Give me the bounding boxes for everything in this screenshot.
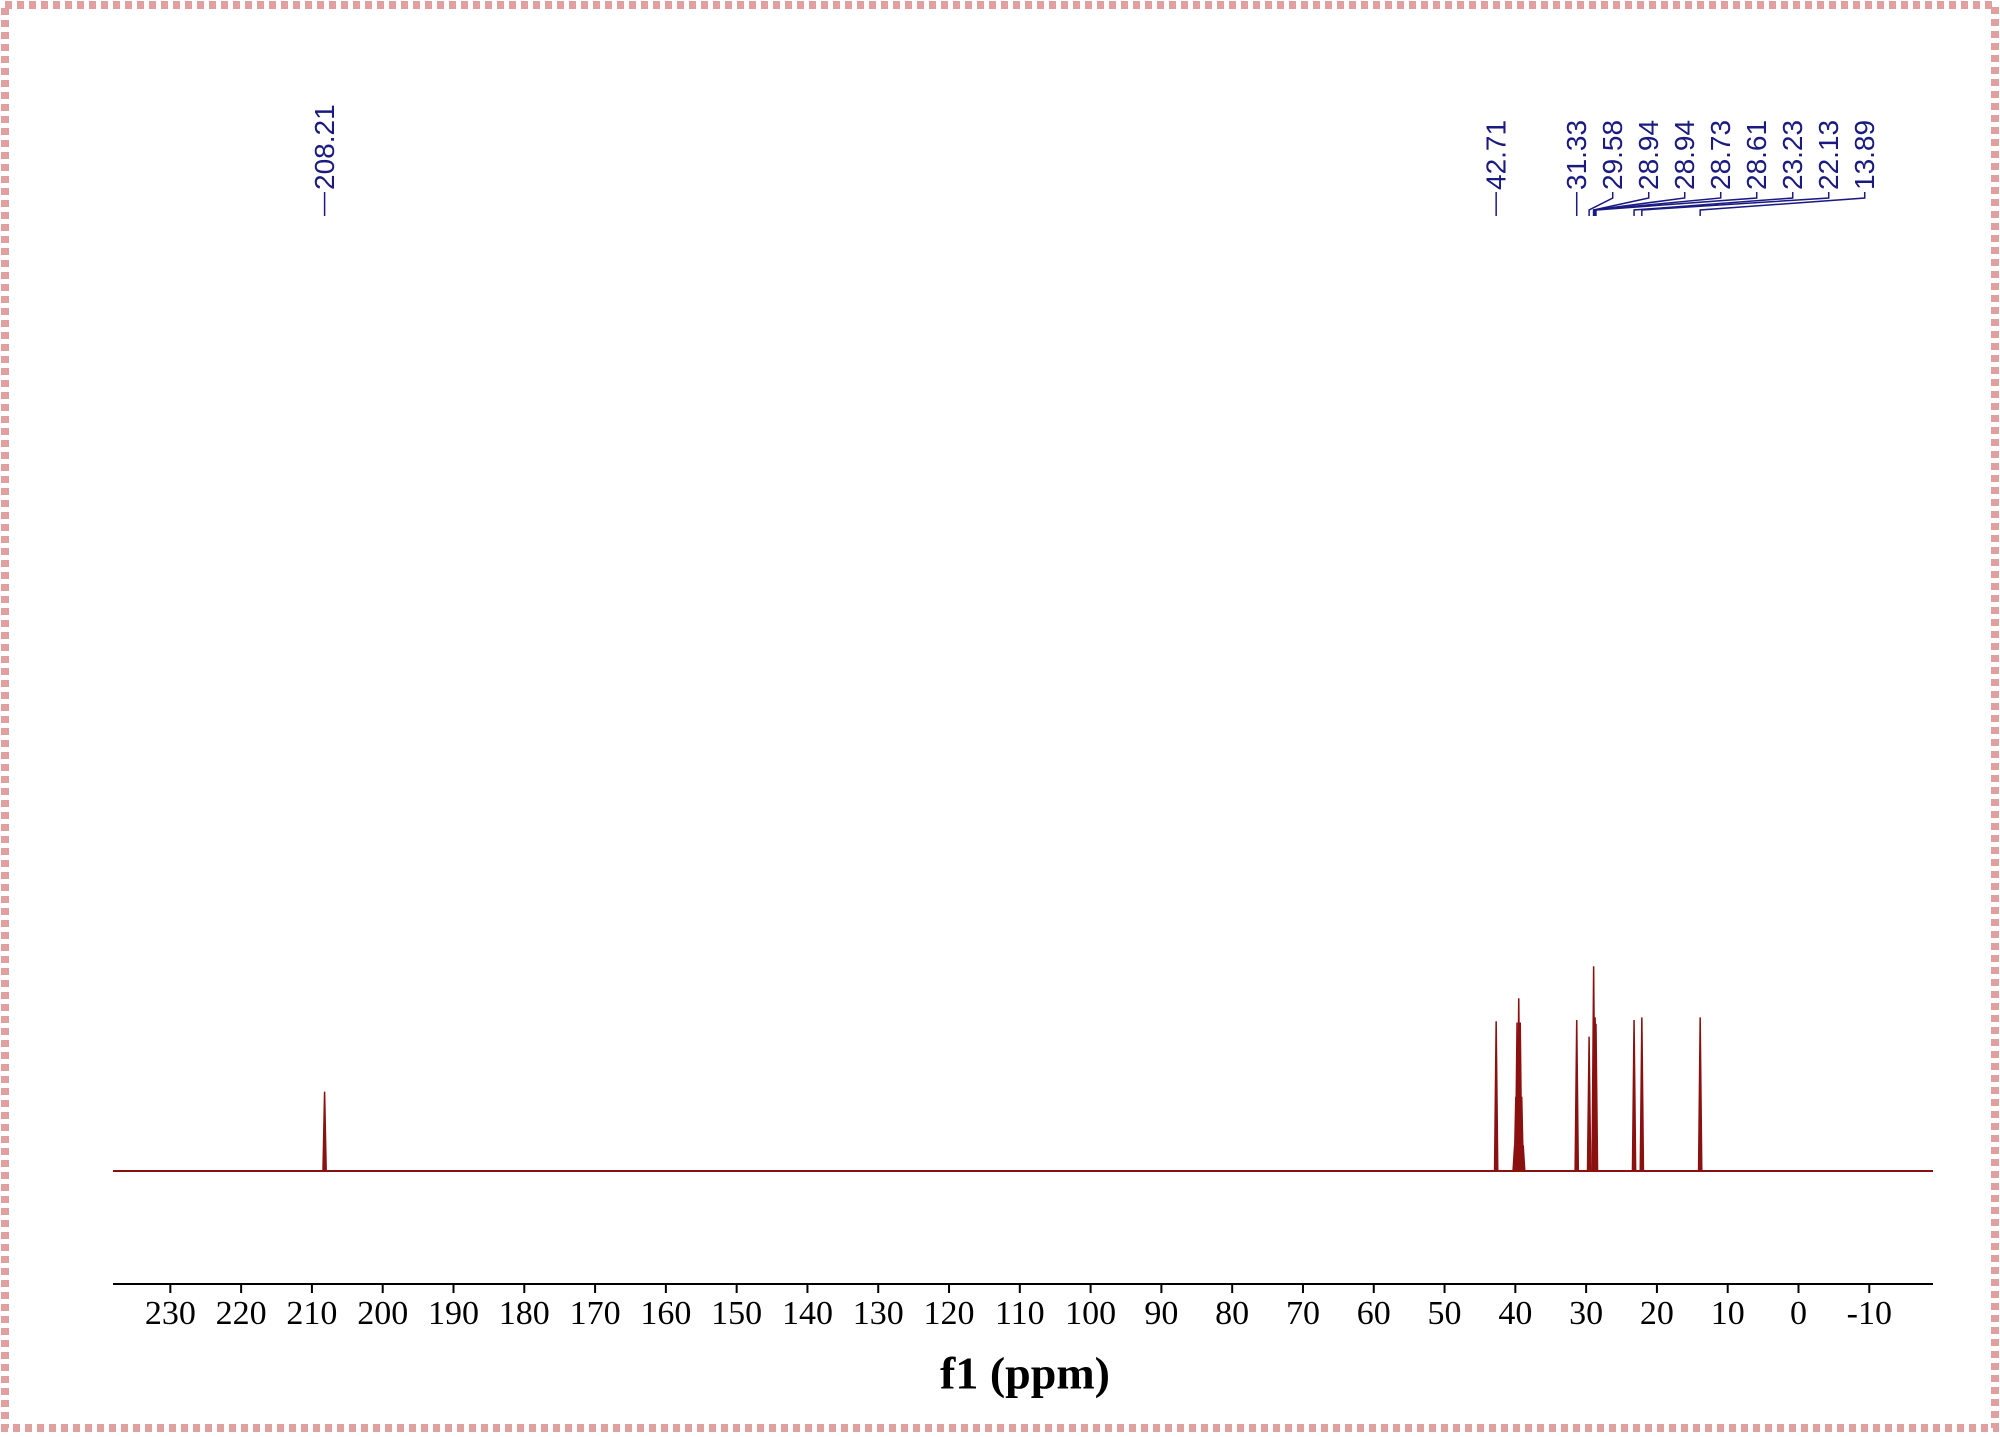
peak-label-connector — [1633, 192, 1794, 216]
x-tick-label: 90 — [1144, 1295, 1178, 1332]
x-tick-label: 110 — [995, 1295, 1045, 1332]
peak — [1493, 1021, 1499, 1172]
peak-label: 28.94 — [1633, 120, 1664, 190]
x-tick-label: 10 — [1711, 1295, 1745, 1332]
peak-label-connector — [1594, 192, 1722, 216]
peak-label: 28.73 — [1705, 120, 1736, 190]
peak-label: 208.21 — [309, 104, 340, 190]
peak — [1586, 1036, 1592, 1172]
x-tick-label: 70 — [1286, 1295, 1320, 1332]
peak-label-connector — [1588, 192, 1614, 216]
peak — [1593, 1023, 1599, 1172]
x-tick-label: 160 — [640, 1295, 691, 1332]
peak-label-connector — [1595, 192, 1758, 216]
peak — [1520, 1145, 1526, 1172]
peak-label: 28.94 — [1669, 120, 1700, 190]
peak-label: 29.58 — [1597, 120, 1628, 190]
x-tick-label: 40 — [1498, 1295, 1532, 1332]
x-tick-label: 0 — [1790, 1295, 1807, 1332]
x-tick-label: 60 — [1357, 1295, 1391, 1332]
peak-label: 31.33 — [1561, 120, 1592, 190]
x-tick-label: 80 — [1215, 1295, 1249, 1332]
x-tick-label: 170 — [570, 1295, 621, 1332]
x-tick-label: 200 — [357, 1295, 408, 1332]
peak — [1631, 1019, 1637, 1172]
peak — [1639, 1017, 1645, 1172]
peak-label: 22.13 — [1813, 120, 1844, 190]
x-tick-label: 140 — [782, 1295, 833, 1332]
peak — [1697, 1017, 1703, 1172]
x-axis-title: f1 (ppm) — [940, 1348, 1110, 1399]
x-tick-label: 50 — [1428, 1295, 1462, 1332]
peak — [1574, 1019, 1580, 1172]
x-tick-label: 230 — [145, 1295, 196, 1332]
x-tick-label: 210 — [286, 1295, 337, 1332]
x-tick-label: 130 — [853, 1295, 904, 1332]
x-tick-label: 190 — [428, 1295, 479, 1332]
peak-label: 28.61 — [1741, 120, 1772, 190]
x-tick-label: 100 — [1065, 1295, 1116, 1332]
x-tick-label: 180 — [499, 1295, 550, 1332]
peak-label-connector — [1641, 192, 1830, 216]
x-tick-label: 150 — [711, 1295, 762, 1332]
peak-label: 42.71 — [1481, 120, 1512, 190]
x-tick-label: -10 — [1847, 1295, 1892, 1332]
peak-label-connector — [1699, 192, 1866, 216]
peak — [322, 1091, 327, 1172]
x-tick-label: 120 — [924, 1295, 975, 1332]
x-tick-label: 30 — [1569, 1295, 1603, 1332]
peak-label-connector — [1592, 192, 1686, 216]
x-tick-label: 220 — [216, 1295, 267, 1332]
x-tick-label: 20 — [1640, 1295, 1674, 1332]
peak-label: 13.89 — [1849, 120, 1880, 190]
peak-label: 23.23 — [1777, 120, 1808, 190]
